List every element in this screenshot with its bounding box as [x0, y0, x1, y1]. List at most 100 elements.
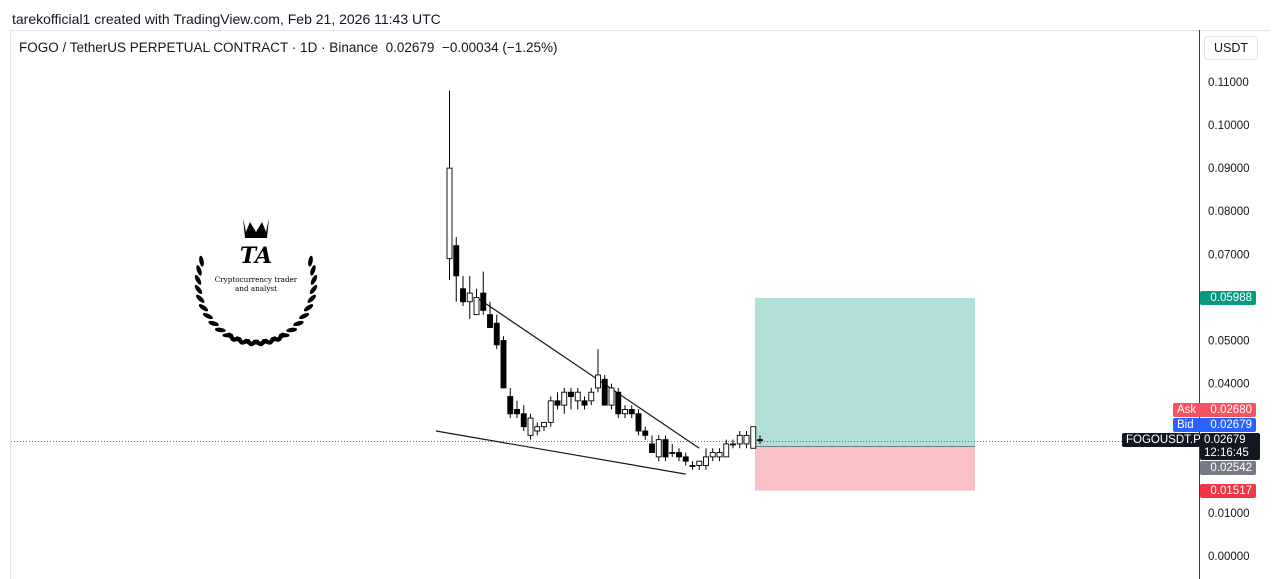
candle — [588, 387, 595, 406]
candle — [696, 460, 703, 470]
candle — [655, 435, 662, 462]
candle-body — [547, 400, 554, 423]
candle-body — [696, 460, 703, 466]
candle-body — [628, 409, 635, 415]
candle-body — [453, 245, 460, 277]
candle-body — [500, 340, 507, 389]
laurel-leaf — [303, 304, 314, 312]
candle-body — [480, 292, 487, 311]
candle — [581, 396, 588, 410]
laurel-leaf — [214, 327, 226, 333]
laurel-leaf — [194, 274, 202, 285]
stop-price-tag: 0.01517 — [1200, 484, 1256, 498]
candle — [615, 387, 622, 419]
candle — [460, 275, 466, 307]
candle-body — [514, 409, 520, 415]
laurel-leaf — [309, 284, 318, 295]
candle — [676, 448, 682, 462]
candle — [547, 396, 554, 427]
symbol-header: FOGO / TetherUS PERPETUAL CONTRACT · 1D … — [19, 40, 558, 55]
candle — [493, 314, 500, 350]
laurel-leaf — [310, 274, 318, 285]
lower-trendline — [435, 430, 686, 475]
candle-body — [622, 409, 628, 415]
crown-icon — [243, 218, 269, 238]
candle — [541, 421, 547, 432]
ask-label-tag: Ask — [1173, 403, 1203, 417]
candle — [642, 426, 649, 440]
candle — [669, 443, 676, 457]
laurel-leaf — [208, 320, 219, 327]
bid-label-tag: Bid — [1173, 418, 1203, 432]
candle — [608, 383, 615, 410]
candle-body — [615, 391, 622, 415]
candle — [595, 349, 601, 393]
symbol-label-tag: FOGOUSDT.P — [1122, 433, 1201, 447]
y-tick-label: 0.07000 — [1208, 249, 1250, 261]
symbol-title[interactable]: FOGO / TetherUS PERPETUAL CONTRACT · 1D … — [19, 40, 379, 55]
candle — [689, 461, 696, 470]
candle-body — [554, 400, 561, 406]
candle-body — [561, 391, 568, 406]
laurel-leaf — [235, 336, 245, 345]
laurel-leaf — [261, 339, 273, 345]
candle — [514, 400, 520, 419]
entry-price-tag: 0.02542 — [1200, 461, 1256, 475]
candle-body — [676, 452, 682, 458]
candle-body — [682, 456, 689, 462]
laurel-leaf — [307, 294, 316, 303]
target-zone — [755, 297, 975, 447]
candle-body — [730, 443, 736, 446]
laurel-leaf — [286, 327, 298, 333]
candle — [568, 387, 574, 410]
stop-zone — [755, 446, 975, 491]
laurel-leaf — [227, 332, 236, 342]
laurel-leaf — [199, 255, 204, 267]
y-tick-label: 0.04000 — [1208, 379, 1250, 391]
candle-body — [595, 374, 601, 389]
candle-body — [642, 430, 649, 436]
candle-body — [649, 443, 655, 454]
last-price-text: 0.02679 — [385, 40, 435, 55]
candle-body — [493, 322, 500, 346]
candle-body — [723, 443, 730, 458]
candle — [554, 392, 561, 410]
currency-button[interactable]: USDT — [1204, 36, 1258, 60]
chart-left-border — [10, 30, 11, 579]
candle-body — [635, 413, 642, 432]
candle-body — [507, 396, 514, 415]
candle — [662, 435, 669, 462]
laurel-leaf — [308, 255, 313, 267]
candle — [757, 435, 763, 444]
candle — [750, 426, 757, 449]
laurel-leaf — [299, 312, 310, 320]
target-price-tag: 0.05988 — [1200, 291, 1256, 305]
laurel-leaf — [194, 284, 203, 295]
candle-body — [574, 391, 581, 402]
candle-body — [466, 292, 473, 303]
candle — [561, 387, 568, 414]
candle — [507, 387, 514, 419]
ask-price-tag: 0.02680 — [1200, 403, 1256, 417]
candle — [723, 439, 730, 458]
candle — [703, 448, 709, 470]
candle-body — [608, 387, 615, 406]
candle-body — [581, 400, 588, 406]
analyst-logo: TA Cryptocurrency trader and analyst — [188, 212, 324, 352]
candle — [709, 448, 716, 462]
candle — [736, 431, 743, 449]
candle — [635, 409, 642, 436]
countdown-tag: 12:16:45 — [1200, 446, 1260, 460]
candle-body — [487, 314, 493, 329]
candle — [453, 237, 460, 302]
y-tick-label: 0.05000 — [1208, 336, 1250, 348]
last-price-tag: 0.02679 — [1200, 433, 1260, 447]
candle-body — [689, 465, 696, 467]
y-tick-label: 0.01000 — [1208, 508, 1250, 520]
candle — [682, 452, 689, 466]
candle-body — [743, 434, 750, 445]
laurel-leaf — [198, 304, 209, 312]
candle-body — [527, 417, 534, 436]
price-axis-border — [1199, 30, 1200, 579]
